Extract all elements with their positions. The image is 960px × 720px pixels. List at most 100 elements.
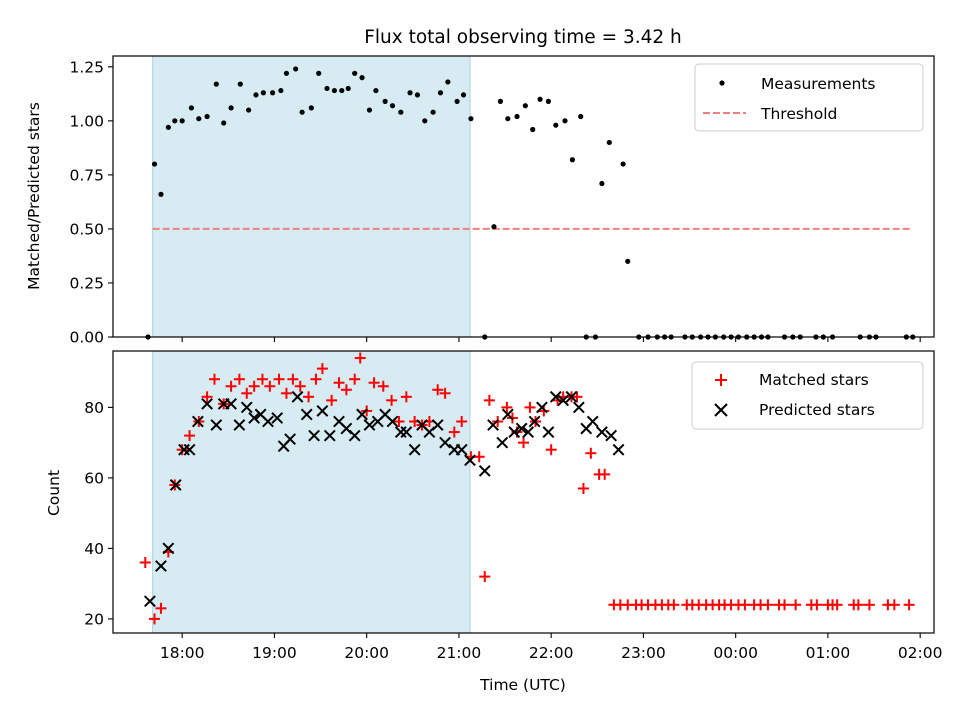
matched-star-point [524, 401, 536, 413]
measurement-point [366, 107, 373, 113]
matched-star-point [294, 380, 306, 392]
matched-star-point [479, 571, 491, 583]
matched-star-point [538, 405, 550, 417]
bottom-observing-interval-shade [152, 350, 471, 634]
measurement-point [373, 87, 379, 94]
predicted-star-point [248, 412, 261, 424]
measurement-point [514, 113, 520, 120]
bottom-xtick-label: 19:00 [252, 644, 297, 662]
matched-star-point [256, 373, 268, 385]
matched-star-point [863, 599, 875, 611]
matched-star-point [668, 599, 680, 611]
predicted-star-point [515, 422, 528, 435]
predicted-star-point [557, 394, 570, 407]
matched-star-point [739, 599, 751, 611]
measurement-point [331, 87, 337, 94]
bottom-xtick-label: 02:00 [898, 644, 943, 662]
predicted-star-point [240, 401, 253, 414]
measurement-point [505, 116, 511, 122]
matched-star-point [552, 394, 564, 406]
measurement-point [414, 92, 421, 98]
measurement-point [179, 118, 185, 124]
bottom-y-axis: 20 40 60 80 [84, 399, 113, 628]
measurement-point [228, 105, 234, 111]
matched-star-point [340, 384, 352, 396]
bottom-xtick-label: 21:00 [437, 644, 482, 662]
legend-measurements-label: Measurements [761, 75, 876, 93]
matched-star-point [280, 387, 292, 399]
top-legend: Measurements Threshold [694, 63, 924, 132]
measurement-point [172, 118, 178, 124]
matched-star-point [225, 380, 237, 392]
bottom-xtick-label: 01:00 [806, 644, 851, 662]
matched-star-point [852, 599, 864, 611]
legend-matched-label: Matched stars [759, 371, 869, 389]
matched-star-point [448, 426, 460, 438]
measurement-point [430, 109, 436, 115]
legend-predicted-label: Predicted stars [759, 401, 875, 419]
top-observing-interval-shade [152, 55, 471, 338]
measurement-point [299, 109, 305, 115]
bottom-xtick-label: 20:00 [344, 644, 389, 662]
bottom-ytick-label: 60 [84, 469, 104, 487]
measurement-point [522, 103, 528, 109]
predicted-star-point [501, 408, 514, 421]
matched-star-point [139, 557, 151, 568]
measurement-point [620, 161, 626, 167]
matched-star-point [184, 430, 196, 442]
matched-star-point [264, 380, 276, 392]
predicted-star-point [143, 595, 156, 608]
matched-star-point [585, 447, 597, 459]
predicted-star-point [323, 429, 336, 442]
matched-star-point [577, 482, 589, 494]
predicted-star-point [169, 479, 182, 491]
bottom-data-layer [139, 352, 915, 625]
top-ytick-label: 0.75 [69, 166, 104, 184]
predicted-star-point [291, 390, 304, 403]
measurement-point [382, 98, 388, 104]
matched-star-point [354, 352, 366, 364]
predicted-star-point [400, 426, 413, 438]
measurement-point [537, 96, 543, 102]
bottom-ytick-label: 20 [84, 610, 104, 628]
top-panel: 0.00 0.25 0.50 0.75 1.00 1.25 Matched/Predict… [25, 55, 935, 347]
matched-star-point [779, 599, 791, 611]
matched-star-point [201, 391, 213, 403]
matched-star-point [483, 394, 495, 406]
measurement-point [188, 105, 195, 111]
bottom-legend: Matched stars Predicted stars [691, 361, 924, 430]
matched-star-point [473, 451, 485, 463]
predicted-star-point [386, 415, 399, 428]
predicted-star-point [542, 426, 555, 438]
measurement-point [460, 92, 467, 98]
matched-star-point [386, 394, 398, 406]
matched-star-point [349, 373, 361, 385]
predicted-star-point [596, 426, 608, 438]
measurement-point [237, 81, 243, 87]
legend-matched-marker [715, 374, 727, 386]
matched-star-point [501, 401, 513, 413]
bottom-ytick-label: 80 [84, 399, 104, 417]
predicted-star-point [408, 443, 421, 456]
matched-star-point [888, 599, 900, 611]
matched-star-point [333, 377, 345, 389]
chart-title: Flux total observing time = 3.42 h [364, 27, 682, 48]
measurement-point [316, 70, 322, 76]
predicted-star-point [478, 464, 491, 477]
matched-star-point [149, 613, 161, 625]
measurement-point [324, 85, 330, 92]
predicted-star-point [201, 397, 213, 410]
top-ytick-label: 1.25 [69, 58, 104, 76]
predicted-star-point [356, 408, 368, 421]
predicted-star-point [155, 560, 167, 572]
matched-star-point [287, 373, 299, 385]
measurement-point [445, 79, 451, 85]
measurement-point [352, 70, 358, 76]
measurement-point [278, 87, 284, 94]
matched-star-point [545, 444, 557, 456]
matched-star-point [599, 468, 611, 480]
predicted-star-point [549, 390, 562, 403]
measurement-point [213, 81, 219, 87]
predicted-star-point [612, 443, 625, 456]
